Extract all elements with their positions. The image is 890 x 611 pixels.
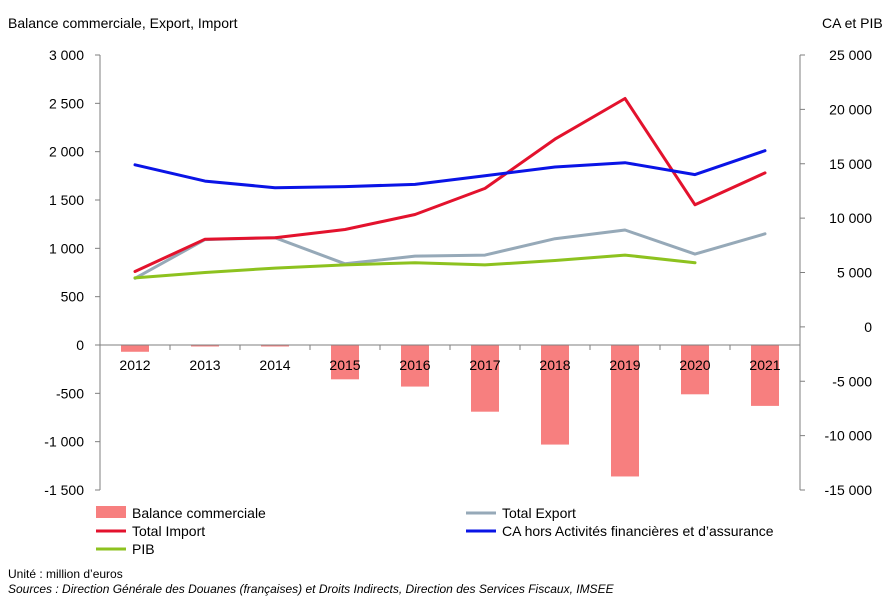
right-axis: 25 000 20 000 15 000 10 000 5 000 0 -5 000 -10 … xyxy=(799,47,873,498)
bar-2013 xyxy=(191,345,219,347)
bar-2019 xyxy=(611,345,639,477)
series-line-ca-hors-activites-financieres-et-d-assurance xyxy=(133,149,767,190)
right-axis-tick-label: 10 000 xyxy=(829,210,872,226)
legend-label: Balance commerciale xyxy=(132,505,266,521)
left-axis-tick-label: -1 000 xyxy=(44,434,84,450)
left-axis-tick-label: 1 500 xyxy=(49,192,84,208)
x-tick-label: 2013 xyxy=(189,357,220,373)
bar-2018 xyxy=(541,345,569,445)
right-axis-tick-label: 0 xyxy=(864,319,872,335)
x-tick-label: 2015 xyxy=(329,357,360,373)
bars xyxy=(121,345,779,477)
right-axis-tick-label: -15 000 xyxy=(825,482,873,498)
bar-2020 xyxy=(681,345,709,395)
x-tick-label: 2021 xyxy=(749,357,780,373)
legend-label: Total Import xyxy=(132,523,205,539)
left-axis-title: Balance commerciale, Export, Import xyxy=(8,15,238,31)
bar-2012 xyxy=(121,345,149,352)
legend: Balance commerciale Total Export Total Imp… xyxy=(96,505,774,557)
series-line-pib xyxy=(133,253,697,280)
sources-note: Sources : Direction Générale des Douanes… xyxy=(8,582,614,596)
right-axis-tick-label: 5 000 xyxy=(837,265,872,281)
bar-2017 xyxy=(471,345,499,412)
left-axis-tick-label: 2 500 xyxy=(49,95,84,111)
legend-label: PIB xyxy=(132,541,155,557)
bar-2015 xyxy=(331,345,359,380)
right-axis-title: CA et PIB xyxy=(822,15,883,31)
series-lines xyxy=(133,97,767,280)
left-axis-tick-label: -500 xyxy=(56,385,84,401)
right-axis-tick-label: 20 000 xyxy=(829,101,872,117)
left-axis-tick-label: 1 000 xyxy=(49,240,84,256)
legend-label: Total Export xyxy=(502,505,576,521)
right-axis-tick-label: -5 000 xyxy=(832,373,872,389)
x-axis-labels: 2012 2013 2014 2015 2016 2017 2018 2019 2020 2021 xyxy=(119,357,780,373)
series-line-total-import xyxy=(133,97,767,273)
x-tick-label: 2012 xyxy=(119,357,150,373)
right-axis-tick-label: -10 000 xyxy=(825,428,873,444)
legend-swatch-bar xyxy=(96,506,126,518)
x-tick-label: 2017 xyxy=(469,357,500,373)
x-tick-label: 2019 xyxy=(609,357,640,373)
left-axis-tick-label: 2 000 xyxy=(49,144,84,160)
bar-2021 xyxy=(751,345,779,406)
x-tick-label: 2014 xyxy=(259,357,290,373)
left-axis-tick-label: 3 000 xyxy=(49,47,84,63)
legend-label: CA hors Activités financières et d’assur… xyxy=(502,523,774,539)
bar-2014 xyxy=(261,345,289,347)
left-axis-tick-label: 0 xyxy=(76,337,84,353)
left-axis-tick-label: -1 500 xyxy=(44,482,84,498)
x-tick-label: 2016 xyxy=(399,357,430,373)
left-axis: 3 000 2 500 2 000 1 500 1 000 500 0 -500 -1 000 -… xyxy=(44,47,101,498)
bar-2016 xyxy=(401,345,429,387)
left-axis-tick-label: 500 xyxy=(61,289,85,305)
zero-line xyxy=(99,344,801,350)
unit-note: Unité : million d’euros xyxy=(8,567,123,581)
x-tick-label: 2018 xyxy=(539,357,570,373)
right-axis-tick-label: 15 000 xyxy=(829,156,872,172)
x-tick-label: 2020 xyxy=(679,357,710,373)
right-axis-tick-label: 25 000 xyxy=(829,47,872,63)
